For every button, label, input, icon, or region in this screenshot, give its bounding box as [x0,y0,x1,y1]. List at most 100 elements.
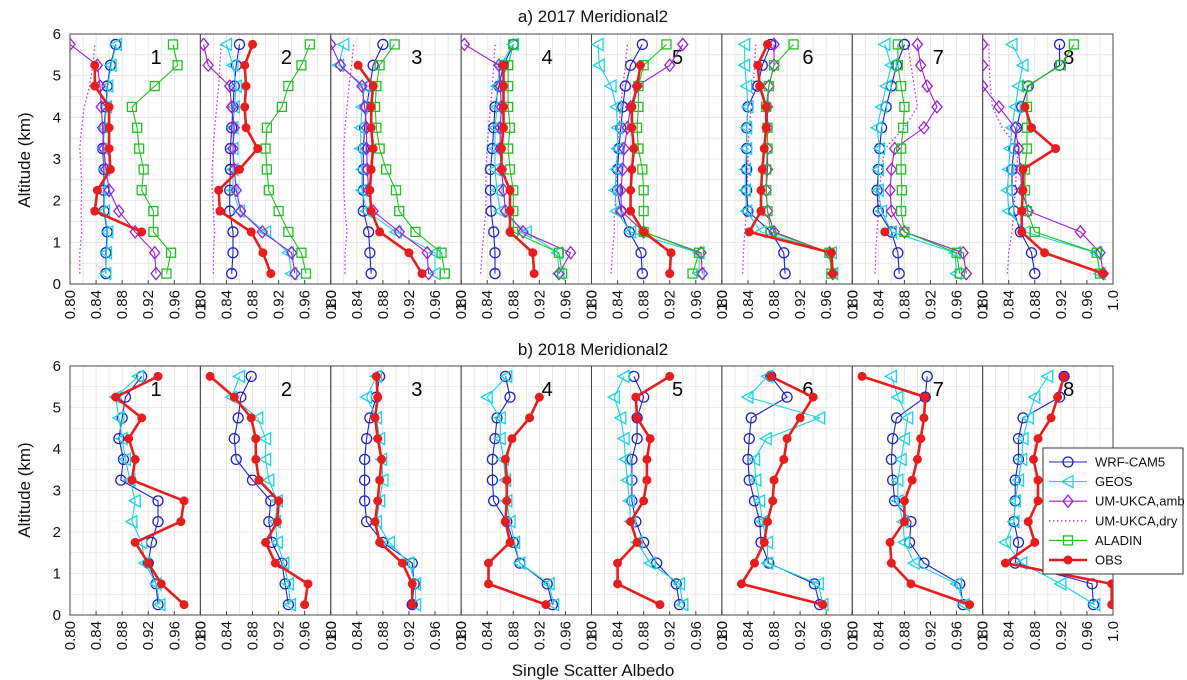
series-line [507,44,563,274]
data-point [1094,245,1106,260]
data-point [358,474,371,486]
series-obs [613,371,675,610]
data-point [614,183,627,198]
panel-number: 2 [281,379,292,401]
data-point [1020,102,1030,112]
data-point [381,164,392,175]
x-tick-label: 0.84 [88,621,105,650]
data-point [232,369,246,384]
data-point [1027,390,1041,405]
data-point [740,99,754,115]
data-point [884,224,898,240]
data-point [632,413,642,423]
data-point [1033,434,1043,444]
data-point [812,410,826,425]
data-point [366,164,376,174]
data-point [631,432,643,445]
data-point [632,537,642,547]
data-point [172,60,183,71]
data-point [261,122,273,133]
data-point [156,579,166,589]
data-point [270,558,280,568]
data-point [550,245,564,260]
data-point [498,123,508,133]
data-point [906,556,920,571]
data-point [619,80,632,92]
data-point [489,267,501,280]
data-point [899,101,910,113]
data-point [884,369,898,384]
data-point [616,369,630,384]
x-tick-label: 0.96 [818,621,835,650]
data-point [737,37,751,52]
x-tick-label: 0.80 [584,290,601,319]
data-point [111,392,121,402]
data-point [1021,143,1033,154]
panel-6: 0.80 0.84 0.88 0.92 0.96 1.0 6 [714,365,861,650]
series-obs [626,60,676,279]
x-tick-label: 1.0 [584,621,601,642]
data-point [377,454,387,464]
data-point [627,164,637,174]
data-point [632,81,642,91]
x-tick-label: 0.80 [192,290,209,319]
data-point [484,184,497,196]
y-tick-label: 4 [53,109,61,126]
data-point [635,60,645,70]
data-point [138,164,149,175]
x-tick-label: 1.0 [844,621,861,642]
data-point [502,514,516,529]
series-obs [736,371,828,610]
data-point [427,245,441,260]
data-point [484,558,494,568]
x-tick-label: 0.84 [479,621,496,650]
x-tick-label: 0.80 [62,621,79,650]
data-point [623,224,637,240]
data-point [696,266,709,281]
data-point [130,537,140,547]
x-tick-label: 1.0 [584,290,601,311]
x-tick-label: 0.84 [870,621,887,650]
data-point [921,370,933,383]
x-tick-label: 0.88 [766,621,783,650]
data-point [377,38,389,51]
data-point [762,79,775,94]
data-point [240,102,250,112]
data-point [417,269,427,279]
data-point [228,432,240,445]
data-point [788,39,799,50]
panel-2: 0.80 0.84 0.88 0.92 0.96 1.0 2 [192,33,340,319]
legend-box [1042,447,1184,575]
x-tick-label: 0.88 [505,290,522,319]
series-line [265,44,311,274]
data-point [666,248,676,258]
x-tick-label: 0.96 [1079,290,1096,319]
x-tick-label: 0.96 [557,621,574,650]
panel-number: 5 [672,379,683,401]
data-point [993,99,1005,114]
legend-label: OBS [1095,553,1123,568]
data-point [642,475,652,485]
x-tick-label: 0.80 [192,621,209,650]
x-tick-label: 1.0 [192,290,209,311]
data-point [105,164,115,174]
data-point [857,371,867,381]
panel-series [108,369,189,612]
data-point [353,60,363,70]
xlabel: Single Scatter Albedo [512,661,675,680]
series-aladin [892,39,965,279]
y-tick-label: 2 [53,524,61,541]
data-point [1033,496,1043,506]
data-point [608,162,622,177]
x-tick-label: 0.80 [323,290,340,319]
data-point [1053,576,1067,591]
x-tick-label: 0.84 [479,290,496,319]
panel-series [70,37,183,281]
data-point [564,245,577,260]
y-tick-label: 5 [53,400,61,417]
legend-entry: ALADIN [1049,533,1142,548]
data-point [497,144,507,154]
data-point [136,185,147,196]
x-tick-label: 0.84 [349,290,366,319]
x-tick-label: 0.92 [271,621,288,650]
